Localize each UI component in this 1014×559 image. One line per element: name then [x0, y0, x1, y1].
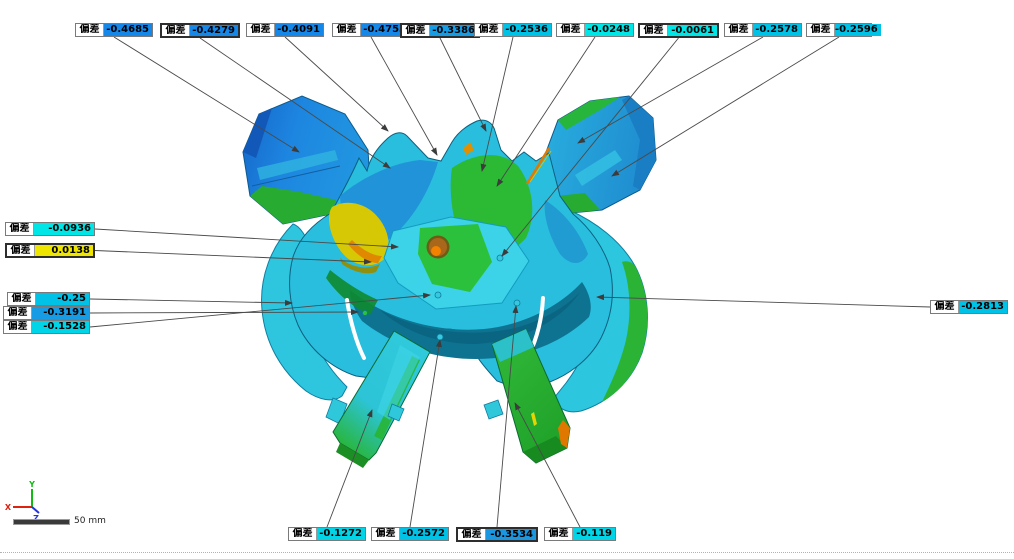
deviation-annotation[interactable]: 偏差 -0.2578 [724, 23, 802, 37]
window-bottom-border [0, 552, 1014, 553]
part-bowl-shadow-core [380, 292, 580, 344]
deviation-annotation-type: 偏差 [545, 528, 573, 540]
deviation-annotation-value: 0.0138 [35, 245, 93, 256]
scale-bar-label: 50 mm [74, 516, 106, 526]
deviation-annotation-type: 偏差 [402, 25, 430, 36]
deviation-annotation[interactable]: 偏差 -0.4279 [160, 23, 240, 38]
part-orange-fleck [463, 142, 474, 155]
deviation-annotation-value: -0.3534 [486, 529, 536, 540]
deviation-annotation-type: 偏差 [6, 223, 34, 235]
deviation-annotation[interactable]: 偏差 -0.0248 [556, 23, 634, 37]
deviation-annotation-type: 偏差 [557, 24, 585, 36]
x-axis-label: X [5, 503, 12, 512]
deviation-annotation[interactable]: 偏差 -0.0061 [638, 23, 719, 38]
deviation-annotation[interactable]: 偏差 -0.2572 [371, 527, 449, 541]
deviation-annotation-type: 偏差 [475, 24, 503, 36]
deviation-annotation-type: 偏差 [458, 529, 486, 540]
deviation-annotation[interactable]: 偏差 -0.2596 [806, 23, 881, 37]
z-axis-label: Z [33, 514, 39, 523]
deviation-annotation[interactable]: 偏差 -0.4685 [75, 23, 153, 37]
deviation-annotation-type: 偏差 [640, 25, 668, 36]
deviation-annotation-type: 偏差 [372, 528, 400, 540]
deviation-annotation[interactable]: 偏差 -0.2813 [930, 300, 1008, 314]
deviation-annotation-value: -0.2813 [959, 301, 1007, 313]
deviation-annotation-type: 偏差 [333, 24, 361, 36]
deviation-annotation-value: -0.3191 [32, 307, 89, 319]
deviation-annotation-type: 偏差 [289, 528, 317, 540]
measurement-point [434, 291, 442, 299]
deviation-annotation-value: -0.2572 [400, 528, 448, 540]
deviation-annotation-value: -0.25 [36, 293, 89, 305]
deviation-annotation[interactable]: 偏差 -0.0936 [5, 222, 95, 236]
deviation-annotation-value: -0.3386 [430, 25, 478, 36]
deviation-annotation-value: -0.1528 [32, 321, 89, 333]
center-hole-glow [431, 246, 441, 256]
deviation-annotation[interactable]: 偏差 -0.2536 [474, 23, 552, 37]
deviation-annotation-value: -0.0248 [585, 24, 633, 36]
deviation-annotation-value: -0.2578 [753, 24, 801, 36]
deviation-annotation[interactable]: 偏差 -0.3191 [3, 306, 90, 320]
deviation-annotation-type: 偏差 [4, 321, 32, 333]
deviation-annotation-type: 偏差 [247, 24, 275, 36]
deviation-annotation-value: -0.2596 [835, 24, 881, 36]
part-hex-plate [383, 216, 530, 310]
deviation-annotation-type: 偏差 [7, 245, 35, 256]
deviation-annotation[interactable]: 偏差 -0.3386 [400, 23, 480, 38]
deviation-annotation[interactable]: 偏差 -0.25 [7, 292, 90, 306]
z-axis-line [31, 506, 40, 514]
axis-triad: Y X Z [5, 480, 40, 523]
deviation-annotation[interactable]: 偏差 -0.1272 [288, 527, 366, 541]
y-axis-label: Y [28, 480, 35, 489]
deviation-annotation[interactable]: 偏差 -0.3534 [456, 527, 538, 542]
deviation-annotation-value: -0.0936 [34, 223, 94, 235]
deviation-annotation[interactable]: 偏差 -0.4753 [332, 23, 410, 37]
deviation-annotation-value: -0.4279 [190, 25, 238, 36]
deviation-annotation-value: -0.119 [573, 528, 615, 540]
deviation-annotation-value: -0.2536 [503, 24, 551, 36]
deviation-annotation-type: 偏差 [8, 293, 36, 305]
scale-bar [13, 519, 70, 525]
deviation-annotation-value: -0.4685 [104, 24, 152, 36]
deviation-annotation-value: -0.4753 [361, 24, 409, 36]
part-right-fin-green-edge [602, 261, 648, 402]
deviation-annotation[interactable]: 偏差 -0.4091 [246, 23, 324, 37]
deviation-annotation-type: 偏差 [931, 301, 959, 313]
deviation-annotation-value: -0.4091 [275, 24, 323, 36]
deviation-annotation-type: 偏差 [4, 307, 32, 319]
deviation-annotation[interactable]: 偏差 -0.1528 [3, 320, 90, 334]
deviation-annotation-value: -0.0061 [668, 25, 717, 36]
deviation-annotation-type: 偏差 [76, 24, 104, 36]
deviation-annotation[interactable]: 偏差 -0.119 [544, 527, 616, 541]
deviation-annotation-value: -0.1272 [317, 528, 365, 540]
deviation-annotation[interactable]: 偏差 0.0138 [5, 243, 95, 258]
deviation-annotation-type: 偏差 [725, 24, 753, 36]
deviation-annotation-type: 偏差 [807, 24, 835, 36]
deviation-annotation-type: 偏差 [162, 25, 190, 36]
